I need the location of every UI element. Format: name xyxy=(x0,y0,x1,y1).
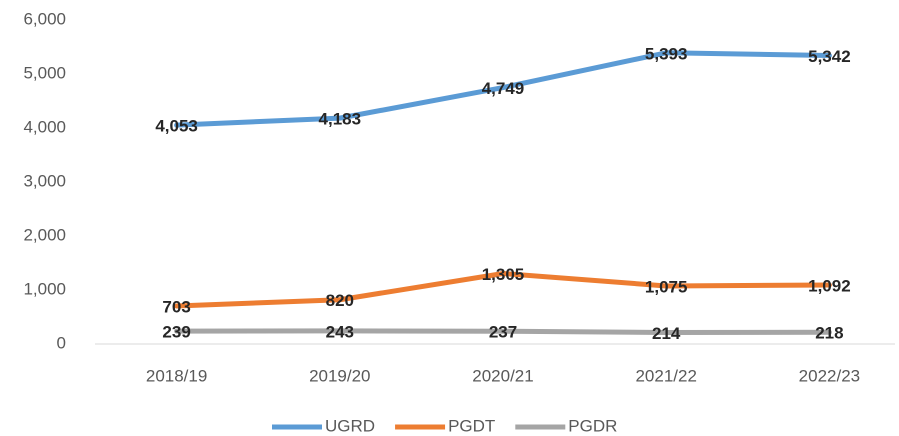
data-label: 4,749 xyxy=(482,79,525,98)
legend-label: UGRD xyxy=(325,416,375,435)
x-tick-label: 2021/22 xyxy=(635,366,696,385)
y-tick-label: 3,000 xyxy=(23,171,66,190)
series-line xyxy=(174,328,832,335)
data-label: 5,393 xyxy=(645,44,688,63)
data-label: 4,053 xyxy=(155,117,198,136)
data-label: 4,183 xyxy=(319,110,362,129)
x-tick-label: 2018/19 xyxy=(146,366,207,385)
legend-label: PGDR xyxy=(568,416,617,435)
data-label: 5,342 xyxy=(808,47,851,66)
y-tick-label: 5,000 xyxy=(23,63,66,82)
series-line xyxy=(174,271,832,309)
data-label: 1,305 xyxy=(482,265,525,284)
data-label: 237 xyxy=(489,323,517,342)
y-tick-label: 0 xyxy=(57,333,66,352)
data-label: 703 xyxy=(162,298,190,317)
y-tick-label: 6,000 xyxy=(23,9,66,28)
y-tick-label: 1,000 xyxy=(23,279,66,298)
data-label: 239 xyxy=(162,323,190,342)
data-label: 1,075 xyxy=(645,277,688,296)
x-tick-label: 2022/23 xyxy=(799,366,860,385)
y-tick-label: 4,000 xyxy=(23,117,66,136)
data-label: 243 xyxy=(326,322,354,341)
series-line xyxy=(174,50,832,128)
y-tick-label: 2,000 xyxy=(23,225,66,244)
data-label: 1,092 xyxy=(808,277,851,296)
legend-label: PGDT xyxy=(448,416,495,435)
data-label: 218 xyxy=(815,324,843,343)
x-tick-label: 2019/20 xyxy=(309,366,370,385)
x-tick-label: 2020/21 xyxy=(472,366,533,385)
data-label: 214 xyxy=(652,324,681,343)
data-label: 820 xyxy=(326,291,354,310)
